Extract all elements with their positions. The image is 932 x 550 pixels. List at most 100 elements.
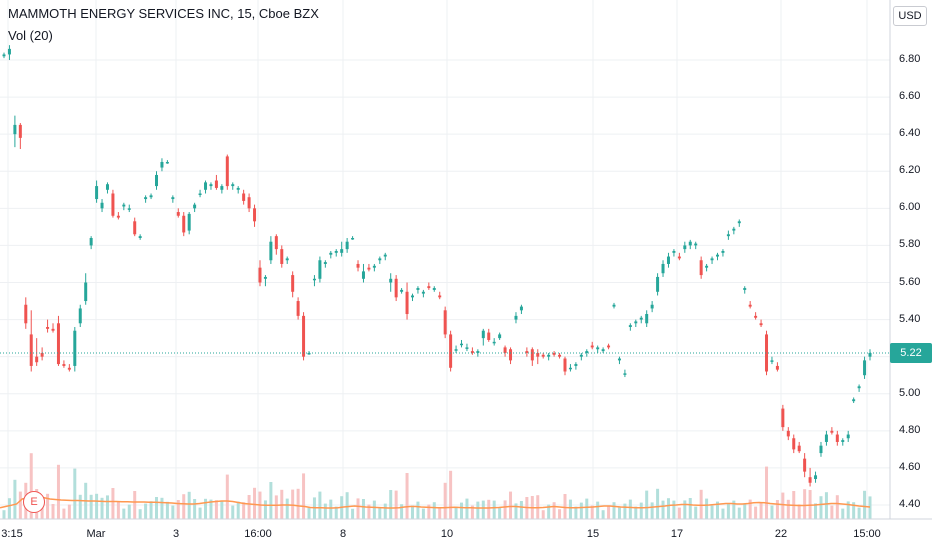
volume-bar [389, 490, 393, 519]
candle [830, 427, 834, 435]
volume-bar [253, 487, 257, 519]
candle [841, 438, 845, 446]
last-price-tag: 5.22 [890, 343, 932, 363]
candle [623, 369, 627, 378]
candle [204, 180, 208, 194]
candle [541, 352, 545, 359]
volume-bar [274, 495, 278, 519]
volume-bar [645, 490, 649, 519]
volume-bar [302, 473, 306, 519]
candle [645, 310, 649, 327]
volume-bar [797, 504, 801, 519]
candle [367, 263, 371, 272]
volume-indicator-label[interactable]: Vol (20) [8, 28, 53, 43]
candle [274, 234, 278, 255]
candle [345, 238, 349, 253]
candle [547, 352, 551, 361]
volume-bar [405, 473, 409, 519]
candle [95, 180, 99, 203]
x-tick-label: 10 [440, 528, 454, 540]
candle [291, 271, 295, 298]
volume-bar [656, 488, 660, 519]
candle [263, 275, 267, 287]
volume-bar [786, 499, 790, 519]
volume-bar [269, 482, 273, 519]
volume-bar [454, 506, 458, 519]
earnings-marker[interactable]: E [23, 491, 45, 513]
volume-bar [155, 497, 159, 519]
volume-bar [672, 500, 676, 519]
currency-button[interactable]: USD [893, 6, 927, 26]
candle [334, 249, 338, 257]
candle [171, 195, 175, 203]
candle [176, 208, 180, 218]
volume-bar [236, 501, 240, 519]
volume-bar [563, 494, 567, 519]
volume-bar [841, 508, 845, 519]
volume-bar [759, 502, 763, 519]
x-tick-label: 3 [172, 528, 180, 540]
volume-bar [803, 489, 807, 519]
volume-bar [514, 503, 518, 519]
volume-bar [345, 492, 349, 519]
volume-bar [688, 498, 692, 519]
candles [2, 45, 872, 487]
volume-bar [661, 500, 665, 519]
volume-bar [509, 491, 513, 519]
candle [492, 338, 496, 346]
candle [149, 193, 153, 200]
volume-bar [160, 497, 164, 519]
y-tick-label: 6.40 [899, 127, 921, 140]
volume-bar [552, 502, 556, 519]
candle [656, 273, 660, 296]
candle [552, 351, 556, 357]
candle [514, 312, 518, 324]
candle [138, 234, 142, 240]
candle [13, 115, 17, 148]
volume-bar [165, 501, 169, 519]
volume-bar [318, 491, 322, 519]
candle [628, 323, 632, 331]
volume-bar [361, 499, 365, 519]
candle [100, 199, 104, 213]
x-tick-label: 17 [670, 528, 684, 540]
volume-bar [492, 500, 496, 519]
y-tick-label: 4.60 [899, 460, 921, 473]
volume-bar [51, 504, 55, 519]
volume-bar [198, 507, 202, 519]
volume-bar [596, 501, 600, 519]
candle [394, 275, 398, 302]
candle [765, 330, 769, 376]
volume-bar [323, 503, 327, 519]
candle [617, 356, 621, 365]
candle [165, 160, 169, 164]
volume-bar [329, 499, 333, 519]
candle [421, 289, 425, 298]
candle [280, 245, 284, 268]
candle [56, 315, 60, 366]
candle [51, 323, 55, 333]
volume-bar [694, 506, 698, 519]
volume-bar [568, 499, 572, 519]
volume-bar [367, 504, 371, 519]
volume-bar [105, 495, 109, 519]
y-tick-label: 6.20 [899, 164, 921, 177]
x-tick-label: 22 [774, 528, 788, 540]
candle [601, 347, 605, 353]
candle [563, 356, 567, 376]
candle [639, 315, 643, 324]
symbol-title[interactable]: MAMMOTH ENERGY SERVICES INC, 15, Cboe BZ… [8, 6, 319, 21]
volume-bar [18, 491, 22, 519]
volume-bar [705, 498, 709, 519]
volume-bar [590, 505, 594, 519]
volume-bar [481, 500, 485, 519]
candle [432, 286, 436, 292]
volume-bar [639, 502, 643, 519]
volume-bar [400, 504, 404, 519]
candle [122, 202, 126, 211]
volume-bars [2, 453, 872, 519]
volume-bar [547, 504, 551, 519]
candle [410, 293, 414, 302]
volume-bar [416, 501, 420, 519]
